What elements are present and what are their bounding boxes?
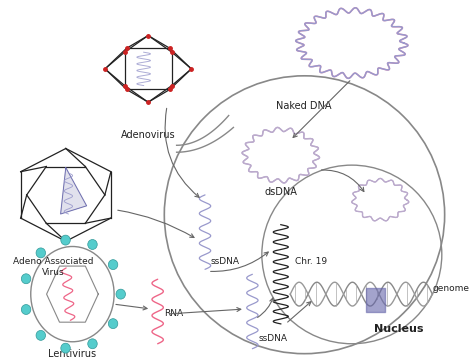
Text: Adeno Associated
Virus: Adeno Associated Virus [13, 257, 94, 277]
Text: Chr. 19: Chr. 19 [295, 257, 327, 266]
Circle shape [116, 289, 126, 299]
Circle shape [88, 240, 97, 249]
Text: ssDNA: ssDNA [258, 334, 287, 343]
Text: RNA: RNA [164, 309, 183, 318]
Circle shape [21, 274, 31, 284]
Text: Naked DNA: Naked DNA [276, 101, 331, 111]
Text: Lentivirus: Lentivirus [48, 349, 97, 359]
Text: Nucleus: Nucleus [374, 324, 424, 334]
Circle shape [61, 235, 70, 245]
Text: Adenovirus: Adenovirus [121, 130, 175, 140]
Circle shape [36, 248, 46, 258]
Circle shape [21, 305, 31, 314]
Circle shape [61, 343, 70, 353]
Circle shape [109, 260, 118, 270]
Text: ssDNA: ssDNA [211, 257, 240, 266]
Circle shape [36, 330, 46, 340]
Circle shape [88, 339, 97, 349]
Circle shape [109, 319, 118, 329]
Text: genome: genome [432, 284, 469, 293]
Text: dsDNA: dsDNA [264, 187, 297, 197]
Polygon shape [61, 168, 87, 214]
